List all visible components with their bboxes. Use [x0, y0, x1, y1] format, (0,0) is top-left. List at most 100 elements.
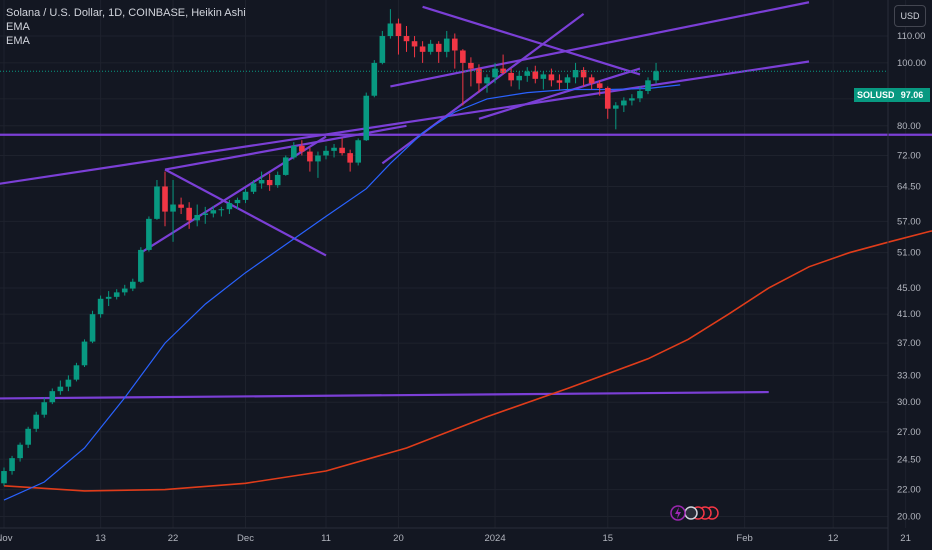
candle-body	[387, 23, 394, 37]
time-tick-label: 12	[828, 533, 839, 544]
candle-body	[178, 204, 184, 208]
time-tick-label: Dec	[237, 533, 254, 544]
trendline	[164, 168, 327, 257]
candle-body	[500, 68, 506, 73]
candle-body	[435, 43, 442, 52]
price-tick-label: 72.00	[897, 150, 921, 161]
candle-body	[476, 68, 482, 84]
price-tick-label: 100.00	[897, 58, 926, 69]
flag-icon	[684, 506, 698, 520]
price-tick-label: 57.00	[897, 216, 921, 227]
candle-body	[146, 218, 152, 250]
candle-body	[210, 210, 217, 214]
time-axis: Nov1322Dec1120202415Feb1221Mar	[0, 533, 911, 544]
time-tick-label: 20	[393, 533, 404, 544]
ema-fast-line	[3, 84, 681, 501]
trendline	[422, 5, 641, 76]
trendline	[390, 1, 810, 88]
candle-body	[403, 36, 410, 42]
chart-title: Solana / U.S. Dollar, 1D, COINBASE, Heik…	[6, 7, 246, 19]
ema-slow-line	[3, 230, 932, 492]
candle-body	[460, 50, 466, 63]
candle-body	[363, 95, 370, 141]
price-tick-label: 51.00	[897, 248, 921, 259]
candle-body	[452, 38, 458, 51]
candle-body	[242, 191, 249, 200]
price-tick-label: 27.00	[897, 427, 921, 438]
candle-body	[9, 458, 15, 472]
candle-body	[484, 77, 490, 84]
candle-body	[548, 74, 555, 81]
currency-button[interactable]: USD	[894, 5, 926, 27]
candle-body	[282, 157, 289, 175]
candle-body	[588, 77, 595, 84]
candle-body	[596, 83, 603, 88]
candle-body	[315, 155, 321, 162]
symbol-price-label: SOLUSD	[854, 88, 898, 102]
price-tick-label: 24.50	[897, 454, 921, 465]
candle-body	[629, 98, 635, 101]
candle-body	[89, 314, 96, 342]
candle-body	[524, 71, 531, 76]
candle-body	[653, 71, 659, 81]
chart-legend: Solana / U.S. Dollar, 1D, COINBASE, Heik…	[6, 6, 246, 48]
candle-body	[81, 341, 88, 366]
candle-body	[645, 80, 651, 92]
candle-body	[17, 444, 23, 459]
candle-body	[65, 379, 72, 387]
candle-body	[371, 62, 378, 96]
candle-body	[105, 296, 112, 299]
candle-body	[73, 365, 80, 380]
candle-body	[604, 87, 611, 109]
candle-body	[33, 414, 39, 429]
trendline	[478, 67, 641, 120]
candle-body	[299, 145, 305, 152]
candle-body	[411, 41, 418, 47]
candle-body	[97, 298, 104, 315]
candle-body	[572, 70, 579, 78]
candle-body	[621, 100, 627, 106]
candles	[1, 9, 659, 486]
time-tick-label: 13	[95, 533, 106, 544]
candle-body	[613, 105, 619, 109]
candle-body	[234, 199, 241, 204]
price-tick-label: 80.00	[897, 121, 921, 132]
candle-body	[25, 428, 31, 445]
event-markers[interactable]	[670, 505, 719, 521]
candle-body	[323, 150, 329, 156]
candle-body	[250, 183, 257, 192]
candle-body	[347, 153, 353, 163]
candle-body	[226, 203, 233, 210]
time-tick-label: Nov	[0, 533, 13, 544]
candle-body	[580, 70, 587, 78]
ema-legend-2[interactable]: EMA	[6, 35, 30, 47]
price-tick-label: 110.00	[897, 31, 925, 42]
candle-body	[162, 186, 168, 212]
candle-body	[1, 471, 7, 484]
grid	[0, 0, 907, 528]
trendline	[0, 60, 810, 185]
candle-body	[355, 140, 361, 163]
candle-body	[258, 179, 265, 184]
candle-body	[291, 145, 297, 158]
time-tick-label: 21	[900, 533, 911, 544]
candle-body	[170, 204, 176, 212]
candle-body	[637, 91, 643, 99]
candle-body	[130, 281, 136, 289]
ema-legend-1[interactable]: EMA	[6, 21, 30, 33]
ema-lines	[3, 84, 932, 501]
price-tick-label: 22.00	[897, 485, 921, 496]
candle-body	[419, 46, 426, 52]
candle-body	[202, 213, 209, 215]
candle-body	[379, 36, 386, 63]
price-tick-label: 30.00	[897, 397, 921, 408]
candle-body	[186, 207, 192, 221]
price-tick-label: 41.00	[897, 309, 921, 320]
candle-body	[443, 38, 450, 52]
price-tick-label: 20.00	[897, 511, 921, 522]
candle-body	[395, 23, 402, 37]
time-tick-label: Feb	[736, 533, 752, 544]
candle-body	[49, 391, 56, 403]
time-tick-label: 22	[168, 533, 179, 544]
